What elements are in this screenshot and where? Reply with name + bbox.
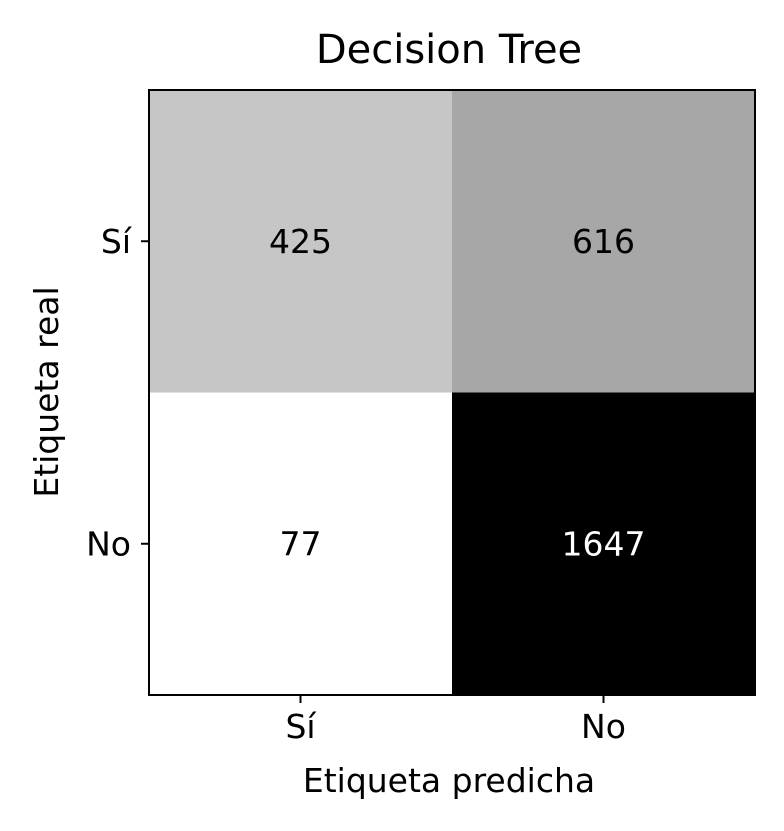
heatmap-cell-1-1 (452, 392, 755, 695)
cell-value-label-0-0: 425 (269, 222, 332, 261)
y-tick-label-1: No (86, 524, 131, 563)
x-tick-label-1: No (581, 707, 626, 746)
cell-value-label-1-1: 1647 (562, 524, 646, 563)
cell-value-labels: 425 616 77 1647 (269, 222, 645, 564)
plot-frame (148, 89, 756, 696)
x-axis-label: Etiqueta predicha (303, 761, 595, 800)
cell-value-label-0-1: 616 (572, 222, 635, 261)
heatmap-cell-0-0 (149, 90, 452, 393)
x-tick-label-0: Sí (285, 707, 317, 746)
heatmap-cell-0-1 (452, 90, 755, 393)
y-tick-label-0: Sí (101, 222, 133, 261)
y-tick-labels: Sí No (86, 222, 149, 563)
cell-value-label-1-0: 77 (280, 524, 322, 563)
y-axis-label: Etiqueta real (27, 286, 66, 497)
chart-title: Decision Tree (316, 27, 582, 73)
x-tick-labels: Sí No (285, 695, 626, 746)
heatmap-cells (149, 90, 755, 695)
heatmap-cell-1-0 (149, 392, 452, 695)
